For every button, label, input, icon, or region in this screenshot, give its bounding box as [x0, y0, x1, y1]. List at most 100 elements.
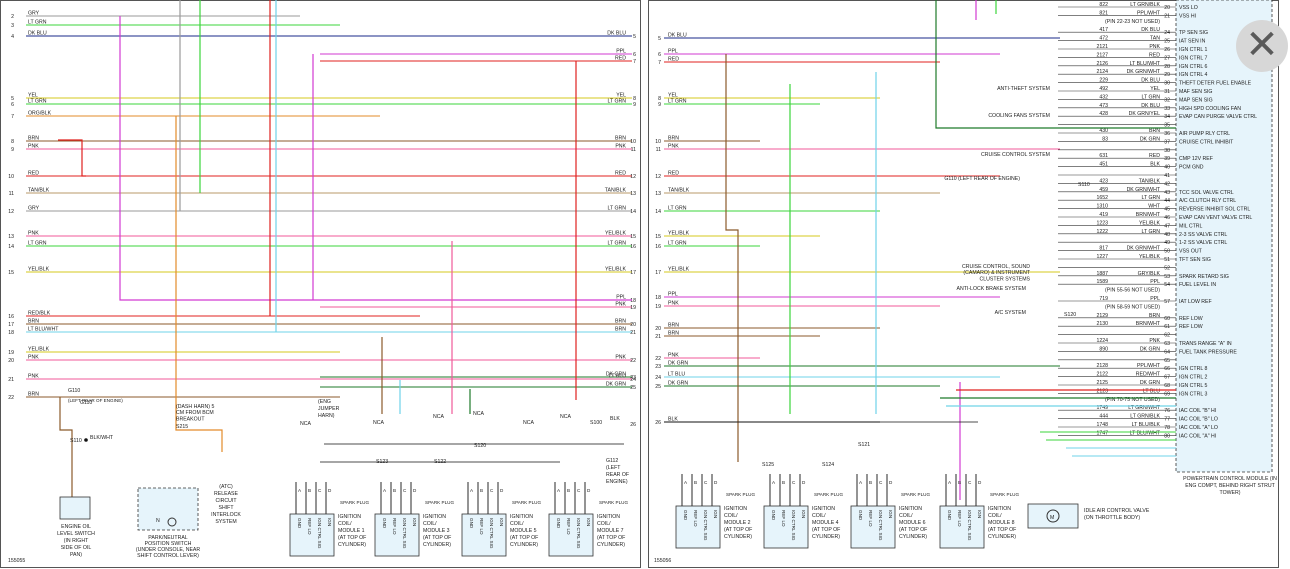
pcm-pin-number: 25 [1164, 39, 1170, 45]
coil-pin-name: IGN [412, 518, 417, 526]
connector-pin-number: 11 [9, 191, 14, 197]
wire-color-label: YEL/BLK [605, 267, 627, 273]
ground-id: G110 [68, 388, 80, 394]
coil-pin-letter: A [557, 488, 561, 493]
wire-color-label: LT BLU [1143, 388, 1160, 394]
coil-pin-letter: B [694, 480, 697, 485]
coil-pin-name: IGN CTRL SIG [878, 510, 883, 541]
iac-label: IDLE AIR CONTROL VALVE [1084, 508, 1150, 514]
pcm-pin-number: 20 [1164, 5, 1170, 11]
pcm-pin-number: 44 [1164, 198, 1170, 204]
coil-pin-letter: C [490, 488, 494, 493]
wire-color-label: WHT [1148, 204, 1161, 210]
coil-pin-letter: C [577, 488, 581, 493]
pcm-pin-name: AIR PUMP RLY CTRL [1179, 131, 1230, 137]
wire-color-label: BRN [615, 319, 626, 325]
coil-pin-letter: B [782, 480, 785, 485]
pcm-label: POWERTRAIN CONTROL MODULE (IN [1183, 476, 1277, 482]
pcm-pin-name: TRANS RANGE "A" IN [1179, 341, 1232, 347]
wire-color-label: LT BLU/WHT [1130, 430, 1161, 436]
pcm-pin-name: VSS LO [1179, 5, 1198, 11]
wire-color-label: PNK [28, 231, 39, 237]
brn-wire [725, 54, 739, 462]
coil-pin-name: IGN CTRL SIG [489, 518, 494, 549]
nca-label: NCA [373, 420, 384, 426]
connector-pin-number: 19 [630, 305, 636, 311]
wire-color-label: PNK [28, 144, 39, 150]
wire-color-label: YEL [28, 93, 38, 99]
pcm-pin-number: 65 [1164, 358, 1170, 364]
circuit-number: 1222 [1096, 229, 1108, 235]
pcm-pin-number: 46 [1164, 215, 1170, 221]
system-label: CRUISE CONTROL SYSTEM [981, 152, 1050, 158]
switch-pos-label: N [156, 518, 160, 524]
coil-pin-name: REF LO [781, 510, 786, 527]
wire-color-label: YEL [1150, 86, 1160, 92]
pcm-pin-name: FUEL TANK PRESSURE [1179, 349, 1237, 355]
circuit-number: 459 [1099, 187, 1108, 193]
pcm-pin-name: FUEL LEVEL IN [1179, 282, 1216, 288]
circuit-number: 2121 [1096, 44, 1108, 50]
ignition-coil-label: (AT TOP OF [597, 535, 625, 541]
wire-color-label: YEL/BLK [668, 267, 690, 273]
connector-pin-number: 12 [630, 174, 636, 180]
connector-pin-number: 20 [655, 326, 661, 332]
coil-pin-name: GND [947, 510, 952, 521]
coil-pin-letter: C [792, 480, 796, 485]
ignition-coil-label: COIL/ [338, 521, 352, 527]
connector-pin-number: 22 [630, 358, 636, 364]
pcm-pin-name: CMP 12V REF [1179, 156, 1213, 162]
circuit-number: 1887 [1096, 271, 1108, 277]
system-label: CLUSTER SYSTEMS [980, 276, 1031, 282]
connector-pin-number: 18 [630, 298, 636, 304]
ignition-coil-label: (AT TOP OF [812, 527, 840, 533]
connector-pin-number: 13 [630, 191, 636, 197]
circuit-number: 2127 [1096, 52, 1108, 58]
pcm-pin-number: 33 [1164, 106, 1170, 112]
splice-id: S215 [176, 424, 188, 430]
connector-pin-number: 9 [11, 147, 14, 153]
spark-plug-label: SPARK PLUG [726, 492, 755, 497]
coil-pin-letter: D [413, 488, 417, 493]
system-label: ANTI-LOCK BRAKE SYSTEM [957, 286, 1026, 292]
ignition-coil-label: IGNITION [423, 514, 446, 520]
pcm-pin-number: 43 [1164, 190, 1170, 196]
connector-pin-number: 18 [655, 295, 661, 301]
ppl-wire [119, 16, 632, 301]
splice-id: S121 [858, 442, 870, 448]
park-neutral-switch-label: POSITION SWITCH [145, 541, 192, 547]
iac-label: (ON THROTTLE BODY) [1084, 515, 1140, 521]
connector-pin-number: 14 [8, 244, 14, 250]
connector-pin-number: 11 [631, 147, 636, 153]
pcm-pin-name: IGN CTRL 3 [1179, 391, 1207, 397]
pcm-pin-name: TFT SEN SIG [1179, 257, 1211, 263]
coil-pin-letter: A [298, 488, 302, 493]
close-button[interactable]: ✕ [1236, 20, 1288, 72]
park-neutral-switch-icon [167, 517, 177, 527]
wire-color-label: LT GRN [1141, 195, 1160, 201]
coil-pin-name: IGN [713, 510, 718, 518]
spark-plug-label: SPARK PLUG [425, 500, 454, 505]
wire-color-label: PPL/WHT [1137, 363, 1161, 369]
ignition-coil-label: COIL/ [510, 521, 524, 527]
atc-label: (ATC) [219, 484, 233, 490]
jumper-label: HARN) [318, 413, 335, 419]
pcm-pin-number: 77 [1164, 417, 1170, 423]
atc-label: SYSTEM [215, 519, 236, 525]
pcm-pin-number: 57 [1164, 299, 1170, 305]
wire-color-label: DK GRN/WHT [1127, 187, 1161, 193]
wire-color-label: BRN [615, 327, 626, 333]
coil-pin-name: IGN CTRL SIG [967, 510, 972, 541]
wire-color-label: LT BLU/BLK [1132, 422, 1161, 428]
circuit-number: 417 [1099, 27, 1108, 33]
wire-color-label: GRY/BLK [1138, 271, 1161, 277]
coil-pin-letter: D [328, 488, 332, 493]
pcm-pin-number: 78 [1164, 425, 1170, 431]
wire-color-label: LT GRN [668, 206, 687, 212]
pcm-pin-number: 37 [1164, 139, 1170, 145]
pcm-pin-number: 67 [1164, 375, 1170, 381]
wire-color-label: PPL [668, 49, 678, 55]
coil-pin-letter: D [587, 488, 591, 493]
pcm-pin-name: IGN CTRL 5 [1179, 383, 1207, 389]
atc-note: BREAKOUT [176, 416, 205, 422]
